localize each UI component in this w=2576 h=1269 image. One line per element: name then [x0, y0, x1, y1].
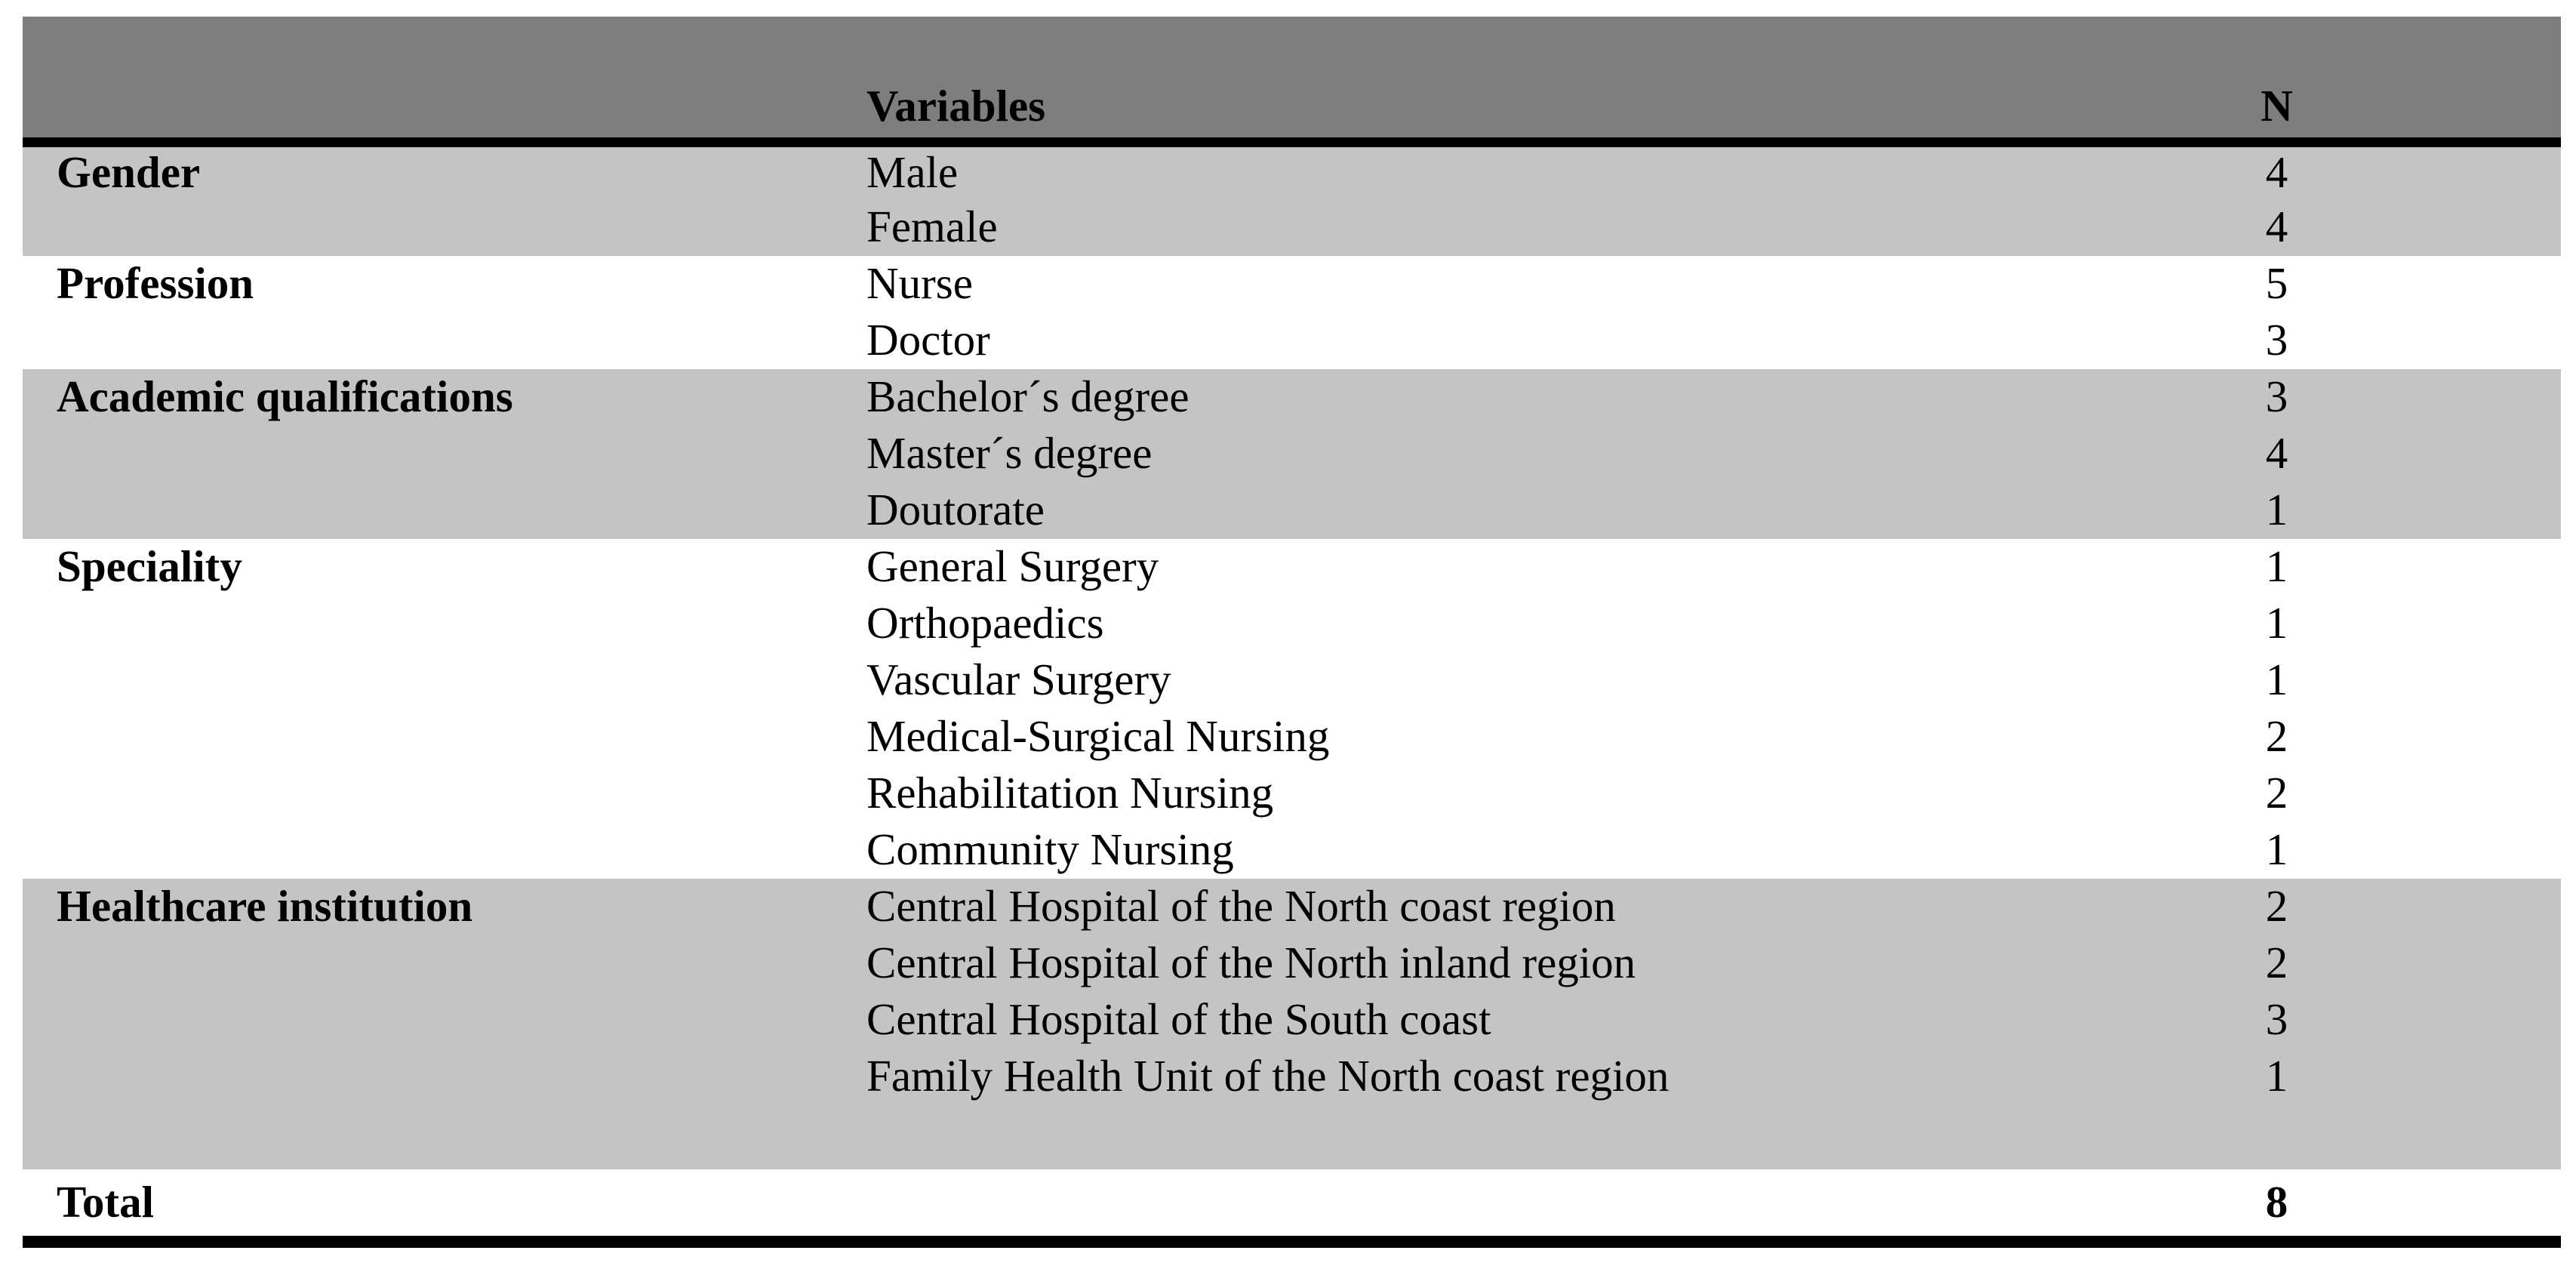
variable-cell: Bachelor´s degree — [860, 368, 1993, 426]
variable-cell — [860, 1104, 1993, 1169]
category-cell — [23, 199, 860, 256]
category-cell — [23, 935, 860, 992]
category-cell — [23, 313, 860, 369]
total-value: 8 — [1993, 1169, 2561, 1242]
table-row: Community Nursing 1 — [23, 822, 2561, 879]
table-row: Speciality General Surgery 1 — [23, 539, 2561, 596]
n-cell: 4 — [1993, 199, 2561, 256]
category-cell — [23, 1048, 860, 1105]
table-row: Profession Nurse 5 — [23, 256, 2561, 313]
variable-cell: Doctor — [866, 315, 990, 365]
category-cell — [23, 765, 860, 822]
n-cell: 1 — [2265, 655, 2288, 705]
variable-cell: Master´s degree — [860, 425, 1993, 482]
category-cell — [23, 596, 860, 652]
variable-cell: General Surgery — [866, 541, 1159, 592]
table-row: Family Health Unit of the North coast re… — [23, 1048, 2561, 1105]
n-cell: 3 — [1993, 368, 2561, 426]
category-cell: Academic qualifications — [23, 368, 860, 426]
variable-cell: Rehabilitation Nursing — [866, 768, 1274, 818]
variable-cell: Medical-Surgical Nursing — [866, 711, 1330, 762]
n-cell: 1 — [1993, 482, 2561, 539]
variable-cell: Central Hospital of the North inland reg… — [860, 935, 1993, 992]
n-cell: 1 — [2265, 824, 2288, 875]
table-row: Orthopaedics 1 — [23, 596, 2561, 652]
table-header: Variables N — [23, 17, 2561, 143]
variable-cell: Female — [860, 199, 1993, 256]
variable-cell: Nurse — [866, 258, 973, 309]
category-cell: Gender — [23, 142, 860, 199]
variable-cell: Vascular Surgery — [866, 655, 1171, 705]
table-row: Medical-Surgical Nursing 2 — [23, 709, 2561, 765]
category-cell: Profession — [57, 258, 254, 309]
n-cell: 3 — [2265, 315, 2288, 365]
variable-cell: Central Hospital of the North coast regi… — [860, 878, 1993, 935]
n-cell: 1 — [2265, 598, 2288, 648]
category-cell — [23, 425, 860, 482]
table-row: Female 4 — [23, 199, 2561, 256]
table-row: Vascular Surgery 1 — [23, 652, 2561, 709]
table-body: Gender Male 4 Female 4 Profession Nurse 5 Doctor… — [23, 142, 2561, 1169]
n-cell: 4 — [1993, 142, 2561, 199]
category-cell — [23, 991, 860, 1049]
table-row: Academic qualifications Bachelor´s degree… — [23, 368, 2561, 426]
n-cell: 2 — [1993, 935, 2561, 992]
variable-cell: Doutorate — [860, 482, 1993, 539]
category-cell: Speciality — [57, 541, 242, 592]
table-row: Rehabilitation Nursing 2 — [23, 765, 2561, 822]
total-row: Total 8 — [23, 1169, 2561, 1242]
table-row: Doctor 3 — [23, 313, 2561, 369]
table-row: Gender Male 4 — [23, 142, 2561, 199]
n-cell: 2 — [2265, 711, 2288, 762]
n-cell: 4 — [1993, 425, 2561, 482]
table-row: Doutorate 1 — [23, 482, 2561, 539]
header-variables-label: Variables — [860, 17, 1993, 143]
n-cell — [1993, 1104, 2561, 1169]
variable-cell: Male — [860, 142, 1993, 199]
variable-cell: Community Nursing — [866, 824, 1234, 875]
variable-cell: Central Hospital of the South coast — [860, 991, 1993, 1049]
n-cell: 1 — [1993, 1048, 2561, 1105]
table-row: Healthcare institution Central Hospital o… — [23, 878, 2561, 935]
category-cell: Healthcare institution — [23, 878, 860, 935]
category-cell — [23, 822, 860, 879]
n-cell: 3 — [1993, 991, 2561, 1049]
total-empty-cell — [860, 1169, 1993, 1242]
category-cell — [23, 709, 860, 765]
n-cell: 2 — [1993, 878, 2561, 935]
group-spacer-row — [23, 1104, 2561, 1169]
header-row: Variables N — [23, 17, 2561, 143]
participants-table: Variables N Gender Male 4 Female 4 Profession… — [23, 17, 2561, 1248]
category-cell — [23, 1104, 860, 1169]
table-footer: Total 8 — [23, 1169, 2561, 1242]
n-cell: 1 — [2265, 541, 2288, 592]
table-row: Central Hospital of the North inland reg… — [23, 935, 2561, 992]
variable-cell: Orthopaedics — [866, 598, 1104, 648]
category-cell — [23, 482, 860, 539]
n-cell: 2 — [2265, 768, 2288, 818]
n-cell: 5 — [2265, 258, 2288, 309]
header-n-label: N — [1993, 17, 2561, 143]
variable-cell: Family Health Unit of the North coast re… — [860, 1048, 1993, 1105]
table-row: Central Hospital of the South coast 3 — [23, 991, 2561, 1049]
header-category-cell — [23, 17, 860, 143]
table-row: Master´s degree 4 — [23, 425, 2561, 482]
total-label: Total — [23, 1169, 860, 1242]
category-cell — [23, 652, 860, 709]
